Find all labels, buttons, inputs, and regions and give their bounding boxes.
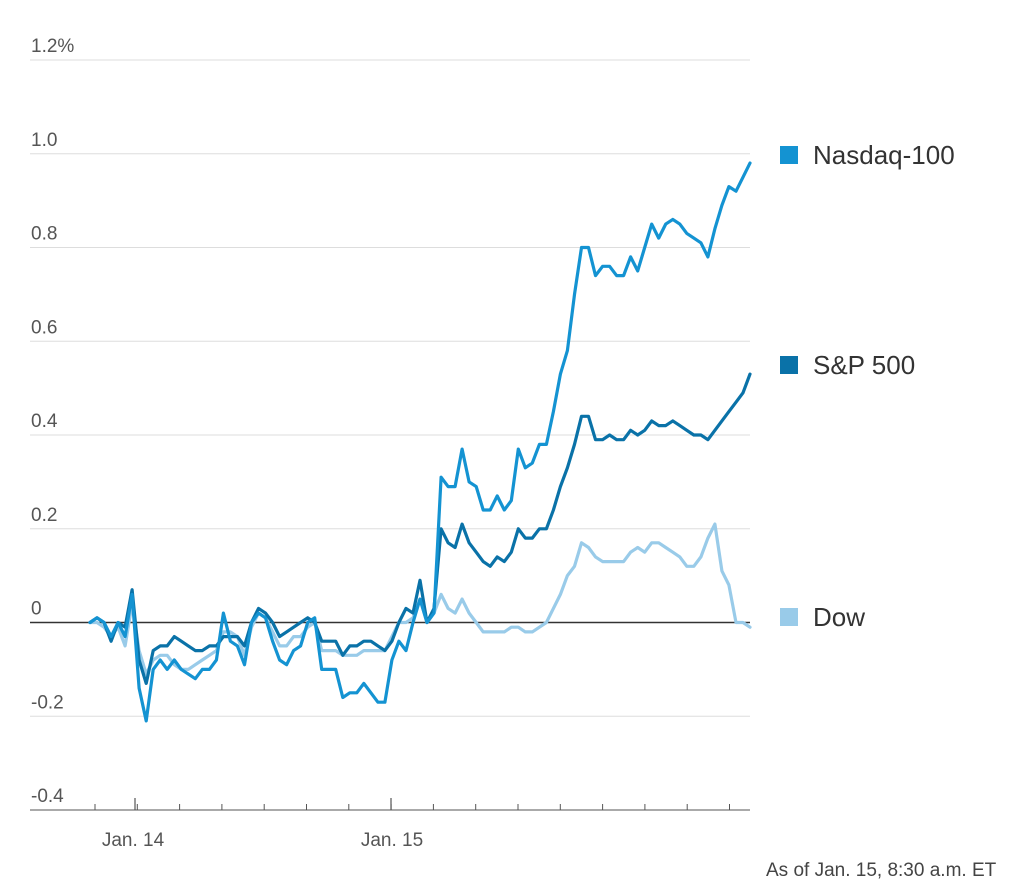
y-tick-label: -0.2 — [31, 692, 64, 713]
series-line-s-p-500 — [88, 372, 752, 686]
legend-swatch-nasdaq-100 — [780, 146, 798, 164]
y-tick-label: 0 — [31, 599, 42, 620]
legend-label-dow: Dow — [813, 602, 865, 632]
series-line-nasdaq-100 — [88, 161, 752, 723]
legend-label-s-p-500: S&P 500 — [813, 350, 915, 380]
x-tick-label: Jan. 15 — [361, 830, 423, 851]
gridlines — [30, 59, 750, 811]
legend-swatch-dow — [780, 608, 798, 626]
y-tick-label: 0.4 — [31, 411, 58, 432]
x-axis: Jan. 14 Jan. 15 — [30, 798, 750, 851]
footnote: As of Jan. 15, 8:30 a.m. ET — [766, 860, 997, 881]
x-tick-label: Jan. 14 — [102, 830, 165, 851]
legend-swatch-s-p-500 — [780, 356, 798, 374]
legend: Nasdaq-100 S&P 500 Dow — [780, 140, 955, 632]
y-axis-labels: 1.2% 1.0 0.8 0.6 0.4 0.2 0 -0.2 -0.4 — [31, 36, 74, 807]
y-tick-label: 1.2% — [31, 36, 74, 57]
y-tick-label: 0.8 — [31, 224, 57, 245]
y-tick-label: 1.0 — [31, 130, 57, 151]
y-tick-label: 0.6 — [31, 317, 57, 338]
legend-label-nasdaq-100: Nasdaq-100 — [813, 140, 955, 170]
series-lines — [88, 161, 752, 723]
y-tick-label: -0.4 — [31, 786, 64, 807]
y-tick-label: 0.2 — [31, 505, 57, 526]
